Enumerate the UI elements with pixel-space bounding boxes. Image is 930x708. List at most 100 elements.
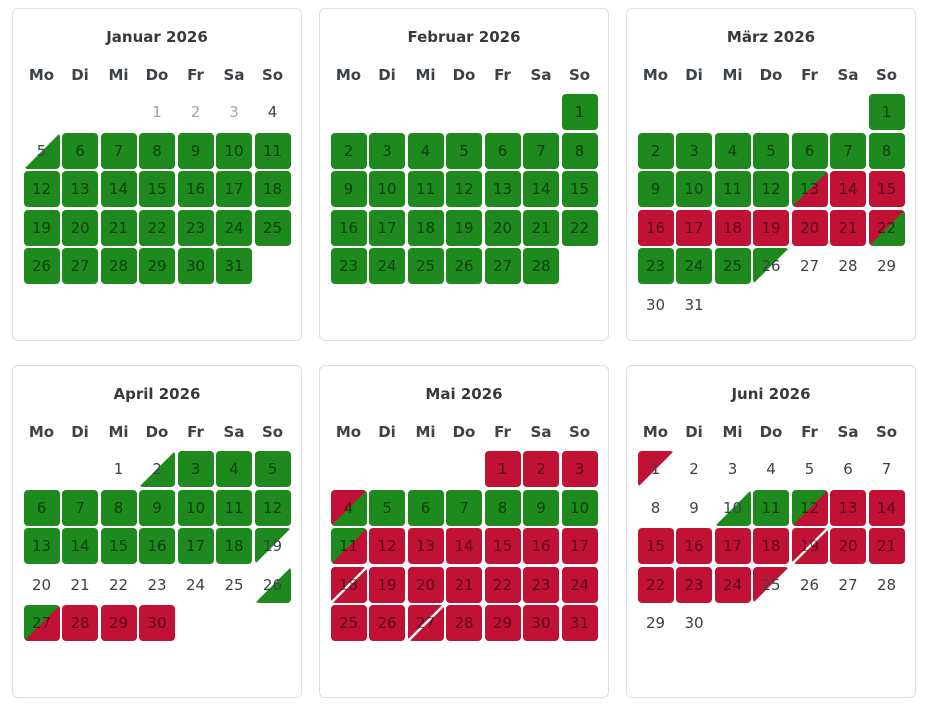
day-cell[interactable]: 10	[177, 489, 214, 526]
day-cell[interactable]: 6	[484, 132, 521, 169]
day-cell[interactable]: 25	[254, 209, 291, 246]
day-cell[interactable]: 7	[100, 132, 137, 169]
day-cell[interactable]: 18	[216, 528, 252, 564]
day-cell[interactable]: 15	[100, 528, 137, 564]
day-cell[interactable]: 17	[369, 209, 405, 246]
day-cell[interactable]: 23	[330, 248, 367, 284]
day-cell[interactable]: 20	[62, 209, 98, 246]
day-cell[interactable]: 18	[407, 209, 444, 246]
day-cell[interactable]: 5	[753, 132, 789, 169]
day-cell[interactable]: 12	[23, 171, 60, 207]
day-cell[interactable]: 11	[407, 171, 444, 207]
day-cell[interactable]: 24	[216, 209, 252, 246]
day-cell[interactable]: 29	[139, 248, 175, 284]
day-cell[interactable]: 22	[868, 209, 905, 246]
day-cell[interactable]: 12	[791, 489, 828, 526]
day-cell[interactable]: 23	[637, 248, 674, 284]
day-cell[interactable]: 5	[446, 132, 482, 169]
day-cell[interactable]: 22	[139, 209, 175, 246]
day-cell[interactable]: 21	[100, 209, 137, 246]
day-cell[interactable]: 16	[330, 209, 367, 246]
day-cell[interactable]: 12	[753, 171, 789, 207]
day-cell[interactable]: 5	[369, 489, 405, 526]
day-cell[interactable]: 26	[254, 566, 291, 603]
day-cell[interactable]: 24	[369, 248, 405, 284]
day-cell[interactable]: 12	[254, 489, 291, 526]
day-cell[interactable]: 2	[330, 132, 367, 169]
day-cell[interactable]: 24	[676, 248, 712, 284]
day-cell[interactable]: 10	[369, 171, 405, 207]
day-cell[interactable]: 13	[62, 171, 98, 207]
day-cell[interactable]: 15	[139, 171, 175, 207]
day-cell[interactable]: 1	[868, 94, 905, 130]
day-cell[interactable]: 13	[23, 528, 60, 564]
day-cell[interactable]: 10	[714, 489, 751, 526]
day-cell[interactable]: 8	[868, 132, 905, 169]
day-cell[interactable]: 18	[254, 171, 291, 207]
day-cell[interactable]: 7	[446, 489, 482, 526]
day-cell[interactable]: 3	[676, 132, 712, 169]
day-cell[interactable]: 1	[561, 94, 598, 130]
day-cell[interactable]: 9	[139, 489, 175, 526]
day-cell[interactable]: 16	[139, 528, 175, 564]
day-cell[interactable]: 14	[62, 528, 98, 564]
day-cell[interactable]: 14	[100, 171, 137, 207]
day-cell[interactable]: 19	[23, 209, 60, 246]
day-cell[interactable]: 27	[23, 605, 60, 641]
day-cell[interactable]: 22	[561, 209, 598, 246]
day-cell[interactable]: 2	[139, 451, 175, 487]
day-cell[interactable]: 19	[446, 209, 482, 246]
day-cell[interactable]: 17	[177, 528, 214, 564]
day-cell[interactable]: 17	[216, 171, 252, 207]
day-cell[interactable]: 6	[23, 489, 60, 526]
day-cell[interactable]: 9	[523, 489, 559, 526]
day-cell[interactable]: 8	[139, 132, 175, 169]
day-cell[interactable]: 13	[484, 171, 521, 207]
day-cell[interactable]: 14	[523, 171, 559, 207]
day-cell[interactable]: 7	[523, 132, 559, 169]
day-cell[interactable]: 28	[523, 248, 559, 284]
day-cell[interactable]: 4	[216, 451, 252, 487]
day-cell[interactable]: 4	[330, 489, 367, 526]
day-cell[interactable]: 10	[676, 171, 712, 207]
day-cell[interactable]: 3	[177, 451, 214, 487]
day-cell[interactable]: 10	[561, 489, 598, 526]
day-cell[interactable]: 2	[637, 132, 674, 169]
day-cell[interactable]: 7	[830, 132, 866, 169]
day-cell[interactable]: 3	[369, 132, 405, 169]
day-cell[interactable]: 11	[714, 171, 751, 207]
day-cell[interactable]: 12	[446, 171, 482, 207]
day-cell[interactable]: 6	[407, 489, 444, 526]
day-cell[interactable]: 11	[254, 132, 291, 169]
day-cell[interactable]: 31	[216, 248, 252, 284]
day-cell[interactable]: 4	[714, 132, 751, 169]
day-cell[interactable]: 27	[484, 248, 521, 284]
day-cell[interactable]: 8	[100, 489, 137, 526]
day-cell[interactable]: 26	[23, 248, 60, 284]
day-cell[interactable]: 9	[330, 171, 367, 207]
day-cell[interactable]: 8	[484, 489, 521, 526]
day-cell[interactable]: 5	[254, 451, 291, 487]
day-cell[interactable]: 6	[791, 132, 828, 169]
day-cell[interactable]: 11	[753, 489, 789, 526]
day-cell[interactable]: 19	[254, 528, 291, 564]
day-cell[interactable]: 8	[561, 132, 598, 169]
day-cell[interactable]: 23	[177, 209, 214, 246]
day-cell[interactable]: 11	[330, 528, 367, 564]
day-cell[interactable]: 26	[446, 248, 482, 284]
day-cell[interactable]: 26	[753, 248, 789, 284]
day-cell[interactable]: 27	[62, 248, 98, 284]
day-cell[interactable]: 10	[216, 132, 252, 169]
day-cell[interactable]: 30	[177, 248, 214, 284]
day-cell[interactable]: 4	[407, 132, 444, 169]
day-cell[interactable]: 15	[561, 171, 598, 207]
day-cell[interactable]: 25	[407, 248, 444, 284]
day-cell[interactable]: 21	[523, 209, 559, 246]
day-cell[interactable]: 11	[216, 489, 252, 526]
day-cell[interactable]: 9	[177, 132, 214, 169]
day-cell[interactable]: 7	[62, 489, 98, 526]
day-cell[interactable]: 9	[637, 171, 674, 207]
day-cell[interactable]: 5	[23, 132, 60, 169]
day-cell[interactable]: 20	[484, 209, 521, 246]
day-cell[interactable]: 13	[791, 171, 828, 207]
